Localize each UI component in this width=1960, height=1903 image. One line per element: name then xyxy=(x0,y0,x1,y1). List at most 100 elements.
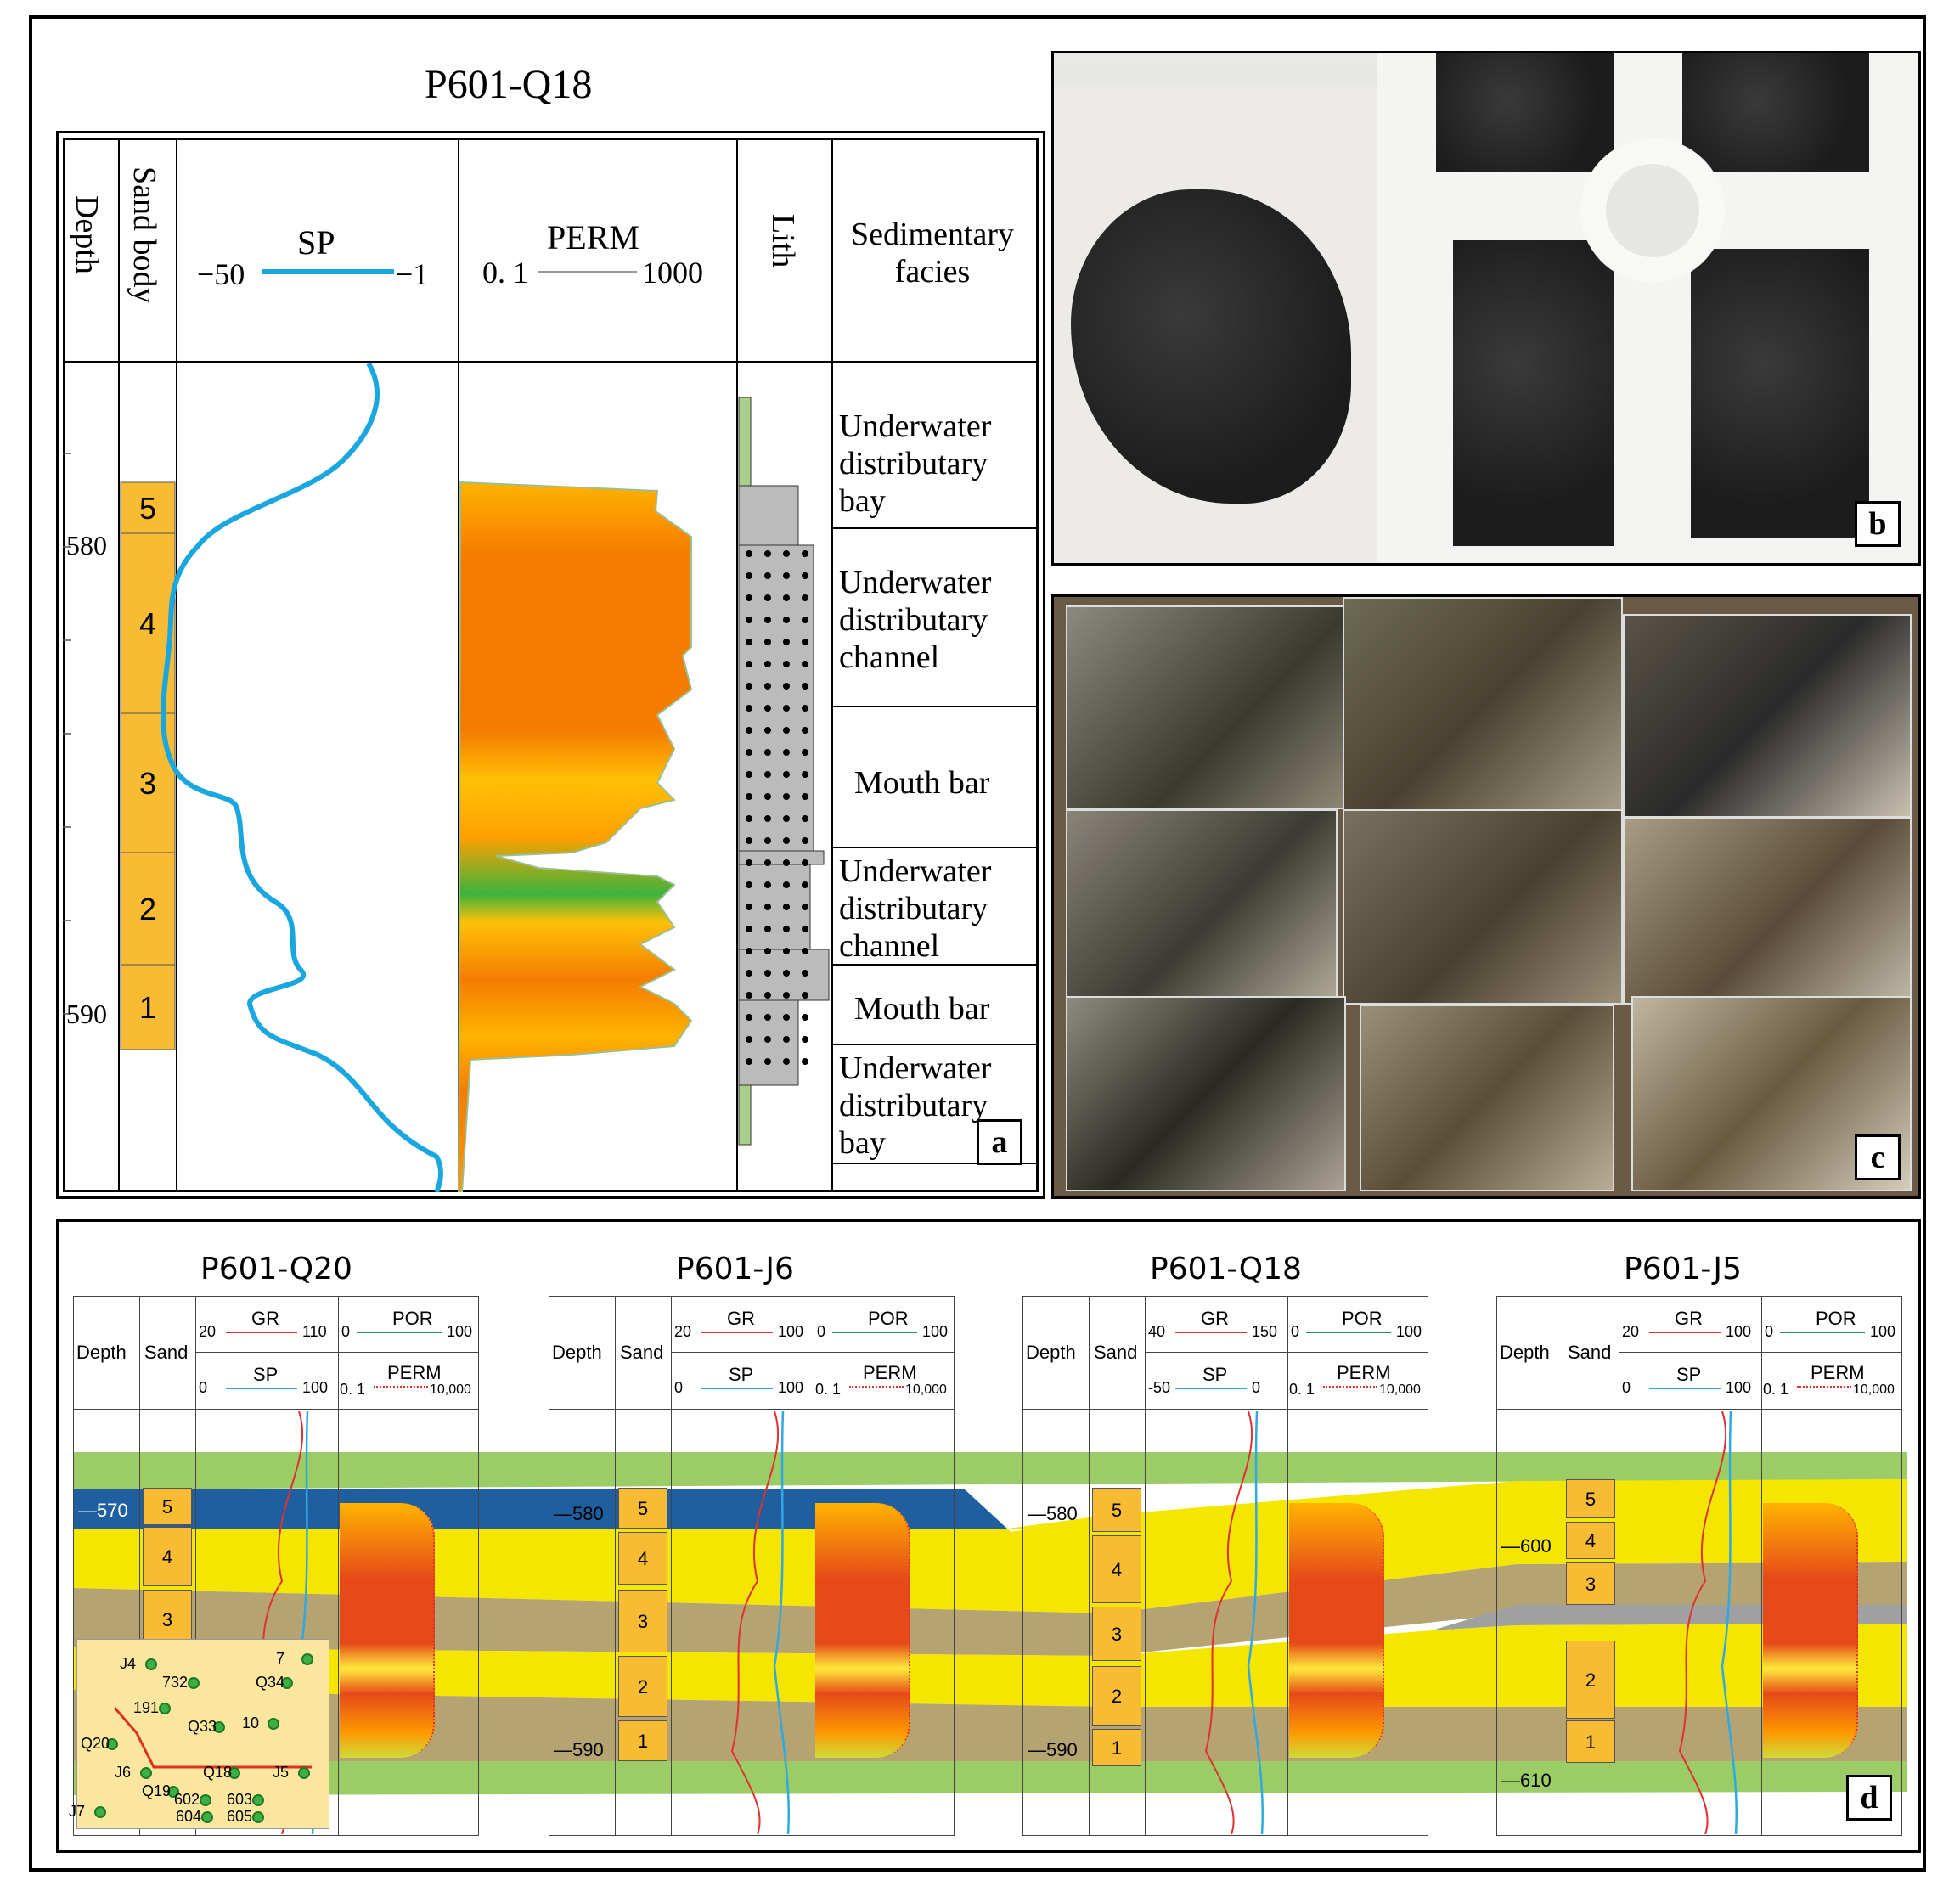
lith-grain xyxy=(802,683,808,690)
gr-label: GR xyxy=(1675,1308,1703,1329)
por-max: 100 xyxy=(1870,1323,1896,1340)
sand-body-label: 1 xyxy=(139,990,156,1025)
lith-grain xyxy=(802,705,808,712)
sp-legend-line xyxy=(1649,1388,1721,1389)
map-well-label: 604 xyxy=(176,1808,202,1825)
header-divider xyxy=(1145,1352,1428,1353)
map-well-label: Q18 xyxy=(203,1764,233,1781)
lith-grain xyxy=(746,859,752,866)
lith-grain xyxy=(746,771,752,778)
map-well-label: 191 xyxy=(133,1699,160,1716)
gr-label: GR xyxy=(251,1308,279,1329)
sand-cell-2: 2 xyxy=(618,1656,667,1717)
well-title: P601-Q20 xyxy=(200,1252,352,1286)
lith-grain xyxy=(783,771,790,778)
depth-column-header: Depth xyxy=(552,1342,602,1363)
depth-label: —580 xyxy=(554,1503,604,1524)
gr-max: 100 xyxy=(1726,1323,1752,1340)
lith-grain xyxy=(764,550,771,557)
column-divider xyxy=(1287,1296,1288,1836)
lith-grain xyxy=(764,926,771,932)
perm-max: 10,000 xyxy=(905,1382,947,1397)
map-well-label: J5 xyxy=(273,1764,290,1781)
lith-grain xyxy=(764,815,771,822)
lith-grain xyxy=(783,1058,790,1065)
map-well-q34 xyxy=(281,1677,293,1689)
map-well-label: Q33 xyxy=(188,1718,217,1735)
lith-grain xyxy=(764,793,771,800)
lith-grain xyxy=(764,948,771,954)
sand-column-header: Sand xyxy=(1568,1342,1612,1363)
map-well-label: 603 xyxy=(227,1791,253,1808)
por-legend-line xyxy=(1780,1332,1865,1333)
map-well-q33 xyxy=(213,1721,225,1733)
lith-grain xyxy=(802,948,808,954)
lith-grain xyxy=(764,992,771,999)
lith-grain xyxy=(764,881,771,888)
sp-min: 0 xyxy=(1622,1379,1631,1396)
column-divider xyxy=(671,1296,672,1836)
sample-bag-8 xyxy=(1360,1005,1614,1191)
map-well-10 xyxy=(268,1718,279,1730)
header-divider xyxy=(1619,1352,1902,1353)
lith-grain xyxy=(764,661,771,667)
por-label: POR xyxy=(1816,1308,1856,1329)
lith-grain xyxy=(802,639,808,645)
por-legend-line xyxy=(357,1332,442,1333)
lith-grain xyxy=(764,705,771,712)
lith-grain xyxy=(802,727,808,734)
facies-5: Mouth bar xyxy=(854,991,990,1027)
por-legend-line xyxy=(832,1332,917,1333)
lith-grain xyxy=(802,661,808,667)
perm-max: 10,000 xyxy=(1853,1382,1895,1397)
sand-column-header: Sand xyxy=(1094,1342,1138,1363)
por-max: 100 xyxy=(1396,1323,1422,1340)
map-well-604 xyxy=(201,1811,213,1823)
perm-max: 1000 xyxy=(642,256,703,290)
map-well-j7 xyxy=(94,1806,106,1818)
sample-bag-1 xyxy=(1066,605,1346,809)
depth-label: —600 xyxy=(1501,1535,1552,1557)
lith-grain xyxy=(783,705,790,712)
map-well-label: J7 xyxy=(69,1803,86,1820)
gr-min: 40 xyxy=(1148,1323,1166,1340)
sand-cell-5: 5 xyxy=(1092,1488,1141,1532)
sand-cell-4: 4 xyxy=(143,1527,192,1586)
lith-grain xyxy=(764,617,771,623)
map-well-603 xyxy=(252,1794,264,1806)
lith-grain xyxy=(802,617,808,623)
lith-column xyxy=(738,397,830,1146)
map-well-label: 602 xyxy=(174,1791,200,1808)
lith-grain xyxy=(802,749,808,756)
gr-legend-line xyxy=(1175,1332,1247,1333)
panel-a-log: 5 4 3 2 1 xyxy=(63,138,1039,1192)
perm-legend-line xyxy=(849,1386,904,1388)
lith-grain xyxy=(802,837,808,844)
depth-label-580: 580 xyxy=(66,530,107,560)
depth-label: —610 xyxy=(1501,1770,1552,1791)
por-max: 100 xyxy=(447,1323,473,1340)
well-track-box xyxy=(1496,1410,1902,1836)
lith-grain xyxy=(764,594,771,601)
column-divider xyxy=(338,1296,339,1836)
lith-grain xyxy=(746,815,752,822)
por-min: 0 xyxy=(341,1323,351,1340)
por-legend-line xyxy=(1306,1332,1391,1333)
panel-a-table xyxy=(63,138,1039,1192)
sp-legend-line xyxy=(1175,1388,1247,1389)
facies-2: Underwater distributary channel xyxy=(839,565,992,675)
lith-grain xyxy=(746,550,752,557)
gr-max: 100 xyxy=(778,1323,804,1340)
lith-grain xyxy=(764,970,771,977)
lith-grain xyxy=(746,904,752,910)
tray-ring xyxy=(1580,138,1725,283)
map-well-label: Q19 xyxy=(142,1782,172,1799)
map-well-602 xyxy=(200,1794,211,1806)
panel-b-letter: b xyxy=(1855,501,1901,547)
gr-min: 20 xyxy=(1622,1323,1640,1340)
map-well-label: J4 xyxy=(120,1655,137,1672)
lith-grain xyxy=(746,639,752,645)
header-divider xyxy=(671,1352,955,1353)
sand-cell-3: 3 xyxy=(618,1590,667,1652)
sp-min: 0 xyxy=(674,1379,684,1396)
